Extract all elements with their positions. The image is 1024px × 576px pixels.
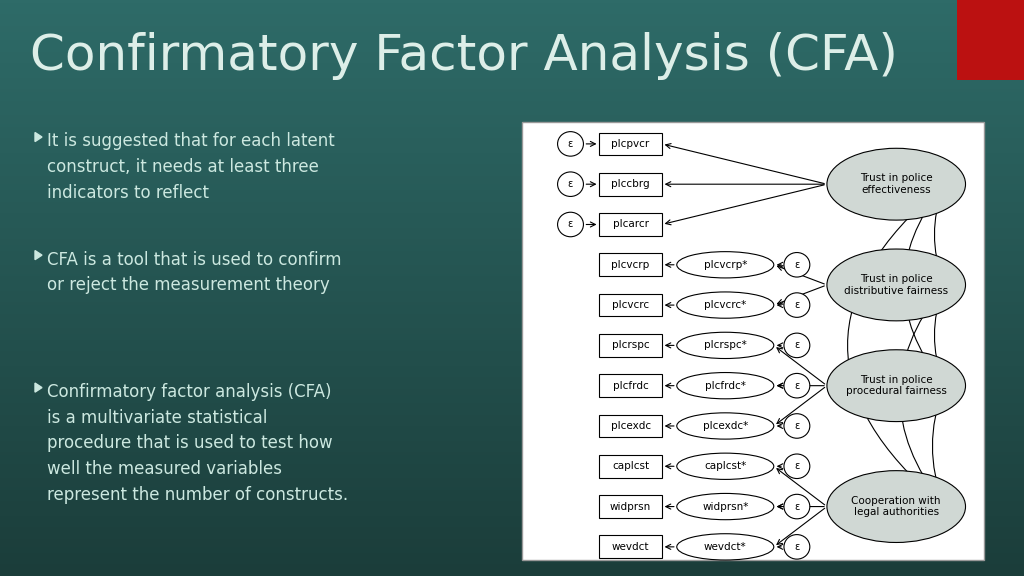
FancyBboxPatch shape [599,374,662,397]
Text: widprsn*: widprsn* [702,502,749,511]
Text: Confirmatory Factor Analysis (CFA): Confirmatory Factor Analysis (CFA) [30,32,898,80]
Bar [522,122,984,560]
Text: ε: ε [795,542,800,552]
Text: CFA is a tool that is used to confirm
or reject the measurement theory: CFA is a tool that is used to confirm or… [47,251,341,294]
Text: caplcst: caplcst [612,461,649,471]
Text: plcarcr: plcarcr [612,219,648,229]
Text: plcfrdc: plcfrdc [612,381,648,391]
Text: Trust in police
distributive fairness: Trust in police distributive fairness [844,274,948,295]
Text: ε: ε [568,139,573,149]
Ellipse shape [677,332,774,358]
Text: It is suggested that for each latent
construct, it needs at least three
indicato: It is suggested that for each latent con… [47,132,335,202]
Text: ε: ε [795,300,800,310]
FancyBboxPatch shape [599,253,662,276]
Text: plcvcrc: plcvcrc [612,300,649,310]
Polygon shape [35,251,42,260]
Text: plcrspc: plcrspc [611,340,649,350]
Ellipse shape [677,453,774,479]
Text: widprsn: widprsn [610,502,651,511]
FancyBboxPatch shape [599,213,662,236]
Text: Confirmatory factor analysis (CFA)
is a multivariate statistical
procedure that : Confirmatory factor analysis (CFA) is a … [47,383,348,504]
FancyBboxPatch shape [599,334,662,357]
Ellipse shape [677,534,774,560]
FancyBboxPatch shape [599,132,662,156]
Bar [957,0,1024,80]
Text: plcvcrp*: plcvcrp* [703,260,746,270]
Ellipse shape [677,494,774,520]
Ellipse shape [784,454,810,479]
Ellipse shape [827,148,966,220]
Text: ε: ε [795,340,800,350]
FancyBboxPatch shape [599,536,662,558]
Text: ε: ε [795,461,800,471]
Text: plcpvcr: plcpvcr [611,139,649,149]
Text: ε: ε [795,421,800,431]
Ellipse shape [677,373,774,399]
Ellipse shape [784,252,810,277]
Text: plcexdc*: plcexdc* [702,421,748,431]
Ellipse shape [558,212,584,237]
Ellipse shape [677,292,774,318]
Text: plcvcrp: plcvcrp [611,260,649,270]
Text: Trust in police
effectiveness: Trust in police effectiveness [860,173,933,195]
Polygon shape [35,132,42,142]
FancyBboxPatch shape [599,294,662,316]
Ellipse shape [784,414,810,438]
Ellipse shape [784,333,810,358]
Ellipse shape [558,132,584,156]
Ellipse shape [784,373,810,398]
Text: plcexdc: plcexdc [610,421,650,431]
Ellipse shape [827,350,966,422]
Ellipse shape [784,535,810,559]
Text: plcvcrc*: plcvcrc* [705,300,746,310]
Text: ε: ε [795,260,800,270]
Ellipse shape [558,172,584,196]
Text: ε: ε [795,502,800,511]
FancyBboxPatch shape [599,455,662,478]
FancyBboxPatch shape [599,415,662,437]
Text: plccbrg: plccbrg [611,179,650,189]
Text: ε: ε [795,381,800,391]
Ellipse shape [827,249,966,321]
Polygon shape [35,383,42,392]
Text: plcrspc*: plcrspc* [703,340,746,350]
Ellipse shape [677,413,774,439]
Text: caplcst*: caplcst* [705,461,746,471]
Text: Cooperation with
legal authorities: Cooperation with legal authorities [852,496,941,517]
Text: ε: ε [568,219,573,229]
Text: wevdct*: wevdct* [703,542,746,552]
Text: plcfrdc*: plcfrdc* [705,381,745,391]
Ellipse shape [827,471,966,543]
Ellipse shape [784,293,810,317]
FancyBboxPatch shape [599,173,662,196]
FancyBboxPatch shape [599,495,662,518]
Ellipse shape [677,252,774,278]
Text: ε: ε [568,179,573,189]
Ellipse shape [784,494,810,519]
Text: wevdct: wevdct [611,542,649,552]
Text: Trust in police
procedural fairness: Trust in police procedural fairness [846,375,946,396]
